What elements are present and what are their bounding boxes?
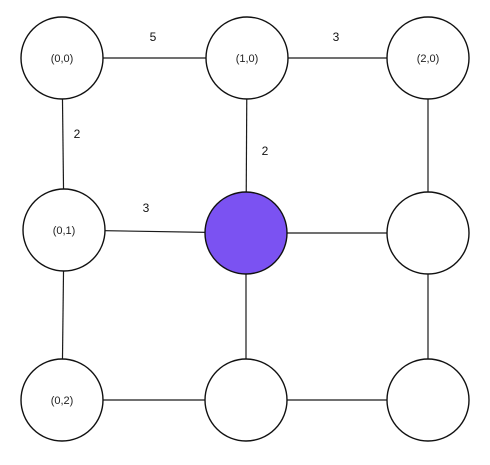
node-circle <box>204 358 288 442</box>
node-n22 <box>386 358 470 442</box>
edge-weight-n10-n20: 3 <box>333 30 340 44</box>
highlighted-node-n11 <box>204 191 288 275</box>
node-n01: (0,1) <box>22 188 106 272</box>
nodes-layer: (0,0) (1,0) (2,0) (0,1) (0,2) <box>20 16 470 442</box>
node-circle <box>22 188 106 272</box>
node-label: (0,1) <box>53 225 76 237</box>
node-circle <box>20 358 104 442</box>
node-n20: (2,0) <box>386 16 470 100</box>
node-label: (0,0) <box>51 53 74 65</box>
node-circle <box>386 191 470 275</box>
node-n10: (1,0) <box>205 16 289 100</box>
node-n00: (0,0) <box>20 16 104 100</box>
node-n12 <box>204 358 288 442</box>
node-circle <box>204 191 288 275</box>
node-n02: (0,2) <box>20 358 104 442</box>
node-circle <box>205 16 289 100</box>
node-circle <box>20 16 104 100</box>
edge-weights-layer: 5 3 2 2 3 <box>74 30 340 215</box>
node-circle <box>386 16 470 100</box>
node-label: (0,2) <box>51 395 74 407</box>
node-label: (1,0) <box>236 53 259 65</box>
node-n21 <box>386 191 470 275</box>
node-label: (2,0) <box>417 53 440 65</box>
edge-weight-n10-n11: 2 <box>262 144 269 158</box>
edge-weight-n00-n01: 2 <box>74 127 81 141</box>
edge-weight-n00-n10: 5 <box>150 30 157 44</box>
edge-weight-n01-n11: 3 <box>143 201 150 215</box>
node-circle <box>386 358 470 442</box>
